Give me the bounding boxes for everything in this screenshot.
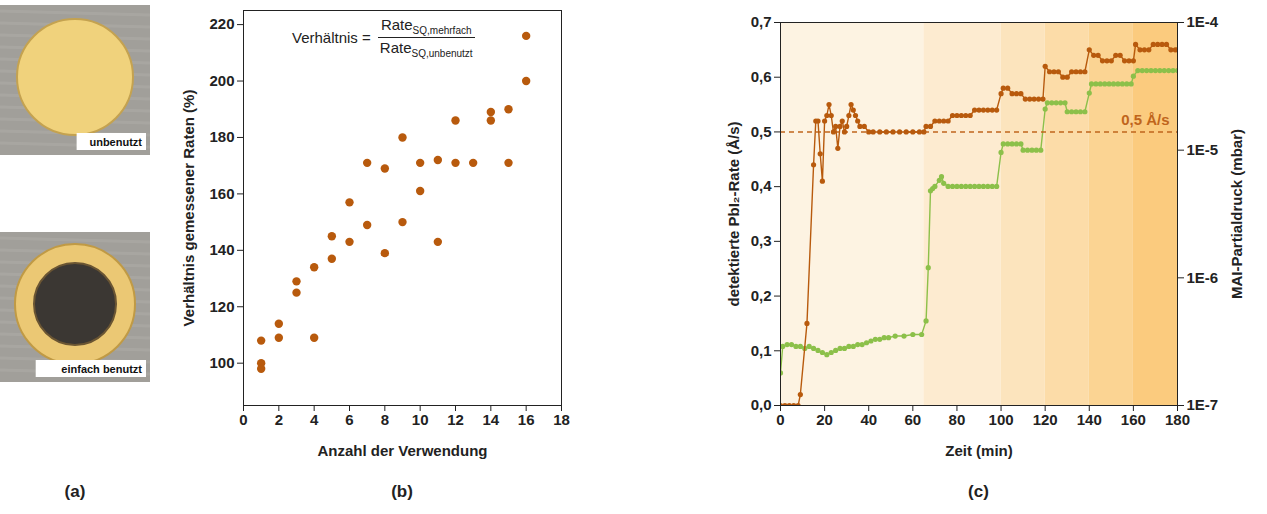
svg-text:2: 2 <box>275 411 283 428</box>
svg-text:120: 120 <box>1033 411 1058 428</box>
svg-text:160: 160 <box>1121 411 1146 428</box>
svg-text:80: 80 <box>949 411 966 428</box>
svg-text:16: 16 <box>518 411 535 428</box>
svg-text:unbenutzt: unbenutzt <box>89 136 142 148</box>
html-text:RateSQ,mehrfach: RateSQ,mehrfach <box>380 16 472 36</box>
svg-text:140: 140 <box>1077 411 1102 428</box>
svg-text:40: 40 <box>860 411 877 428</box>
html-text:(b): (b) <box>391 482 413 501</box>
svg-text:0,5: 0,5 <box>751 123 772 140</box>
html-text:Verhältnis =: Verhältnis = <box>292 29 371 46</box>
svg-text:160: 160 <box>209 185 234 202</box>
html-text:RateSQ,unbenutzt: RateSQ,unbenutzt <box>379 39 473 59</box>
svg-text:8: 8 <box>381 411 389 428</box>
svg-text:100: 100 <box>989 411 1014 428</box>
svg-text:Zeit (min): Zeit (min) <box>945 442 1013 459</box>
svg-text:12: 12 <box>447 411 464 428</box>
svg-text:18: 18 <box>553 411 570 428</box>
svg-text:100: 100 <box>209 354 234 371</box>
svg-text:4: 4 <box>310 411 319 428</box>
svg-text:0: 0 <box>239 411 247 428</box>
svg-text:0,7: 0,7 <box>751 13 772 30</box>
svg-text:120: 120 <box>209 298 234 315</box>
svg-text:180: 180 <box>1165 411 1190 428</box>
svg-text:14: 14 <box>482 411 499 428</box>
svg-text:180: 180 <box>209 128 234 145</box>
svg-text:Verhältnis gemessener Raten (%: Verhältnis gemessener Raten (%) <box>180 90 197 327</box>
svg-text:1E-6: 1E-6 <box>1187 269 1219 286</box>
svg-text:0,3: 0,3 <box>751 232 772 249</box>
html-text:(c): (c) <box>968 482 989 501</box>
svg-text:0: 0 <box>776 411 784 428</box>
svg-text:1E-4: 1E-4 <box>1187 13 1219 30</box>
svg-text:6: 6 <box>345 411 353 428</box>
svg-text:20: 20 <box>816 411 833 428</box>
svg-text:einfach benutzt: einfach benutzt <box>61 363 142 375</box>
svg-text:200: 200 <box>209 72 234 89</box>
svg-text:1E-7: 1E-7 <box>1187 396 1219 413</box>
svg-text:0,0: 0,0 <box>751 396 772 413</box>
svg-text:60: 60 <box>904 411 921 428</box>
svg-text:MAI-Partialdruck (mbar): MAI-Partialdruck (mbar) <box>1228 129 1245 299</box>
svg-text:Anzahl der Verwendung: Anzahl der Verwendung <box>317 442 487 459</box>
svg-text:0,1: 0,1 <box>751 342 772 359</box>
svg-text:0,2: 0,2 <box>751 287 772 304</box>
html-text:(a): (a) <box>64 482 86 501</box>
svg-text:220: 220 <box>209 15 234 32</box>
svg-text:0,5 Å/s: 0,5 Å/s <box>1121 111 1169 128</box>
svg-text:detektierte PbI₂-Rate (Å/s): detektierte PbI₂-Rate (Å/s) <box>725 121 742 306</box>
svg-text:1E-5: 1E-5 <box>1187 141 1219 158</box>
svg-text:10: 10 <box>412 411 429 428</box>
svg-text:0,4: 0,4 <box>751 177 773 194</box>
svg-text:0,6: 0,6 <box>751 68 772 85</box>
svg-text:140: 140 <box>209 241 234 258</box>
